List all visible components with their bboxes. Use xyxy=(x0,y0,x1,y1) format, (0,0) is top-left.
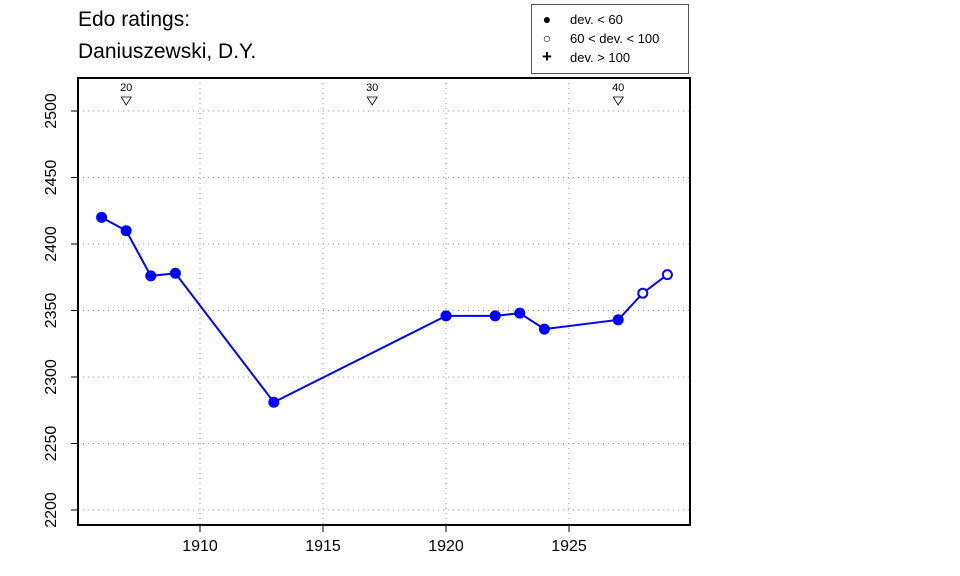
x-tick-label: 1910 xyxy=(182,538,218,555)
legend-item-mid: ○ 60 < dev. < 100 xyxy=(540,30,660,46)
data-point xyxy=(514,307,526,319)
legend-label: dev. < 60 xyxy=(570,11,623,27)
chart-title-line1: Edo ratings: xyxy=(78,8,191,31)
y-tick-label: 2300 xyxy=(43,359,60,395)
y-tick-label: 2350 xyxy=(43,293,60,329)
game-count-label: 20 xyxy=(120,82,132,94)
y-tick-label: 2450 xyxy=(43,160,60,196)
legend-item-low: ● dev. < 60 xyxy=(540,11,623,27)
plot-border xyxy=(77,77,691,526)
open-circle-icon: ○ xyxy=(542,30,552,46)
filled-circle-icon: ● xyxy=(542,11,552,27)
legend-label: 60 < dev. < 100 xyxy=(570,30,660,46)
data-point xyxy=(612,314,624,326)
data-point xyxy=(440,310,452,322)
game-count-label: 30 xyxy=(366,82,378,94)
y-tick-label: 2200 xyxy=(43,492,60,528)
data-point xyxy=(96,211,108,223)
data-point xyxy=(538,323,550,335)
legend: ● dev. < 60 ○ 60 < dev. < 100 + dev. > 1… xyxy=(531,4,689,74)
y-tick-label: 2400 xyxy=(43,226,60,262)
game-count-label: 40 xyxy=(612,82,624,94)
data-point xyxy=(489,310,501,322)
y-tick-label: 2500 xyxy=(43,93,60,129)
x-tick-label: 1920 xyxy=(428,538,464,555)
data-point xyxy=(145,270,157,282)
data-point xyxy=(120,225,132,237)
legend-item-high: + dev. > 100 xyxy=(540,47,631,66)
data-point-open xyxy=(637,287,649,299)
data-point xyxy=(169,267,181,279)
x-tick-label: 1925 xyxy=(551,538,587,555)
chart-title-line2: Daniuszewski, D.Y. xyxy=(78,40,257,63)
rating-line xyxy=(101,216,669,404)
legend-label: dev. > 100 xyxy=(570,49,631,65)
triangle-marker-icon xyxy=(366,96,378,106)
triangle-marker-icon xyxy=(612,96,624,106)
data-point xyxy=(268,396,280,408)
triangle-marker-icon xyxy=(120,96,132,106)
y-tick-label: 2250 xyxy=(43,426,60,462)
plus-icon: + xyxy=(542,47,552,66)
data-point-open xyxy=(661,269,673,281)
x-tick-label: 1915 xyxy=(305,538,341,555)
